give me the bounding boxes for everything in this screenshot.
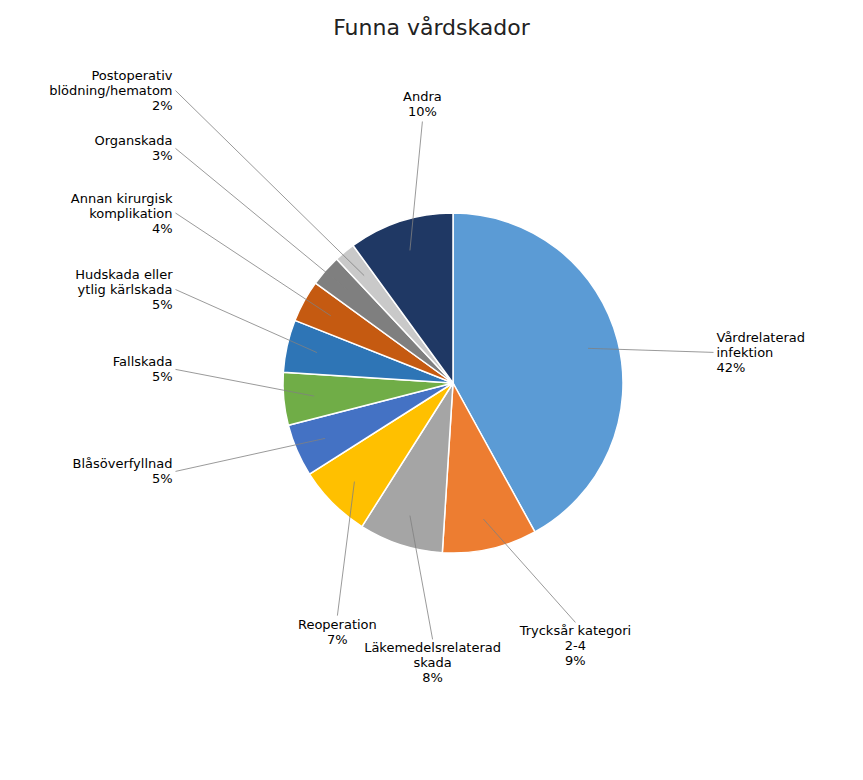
svg-text:Vårdrelateradinfektion42%: Vårdrelateradinfektion42% (717, 330, 806, 375)
svg-text:Postoperativblödning/hematom2%: Postoperativblödning/hematom2% (49, 68, 173, 113)
html-text:Funna vårdskador: Funna vårdskador (333, 15, 530, 40)
svg-text:Reoperation7%: Reoperation7% (298, 617, 377, 647)
svg-text:Fallskada5%: Fallskada5% (113, 354, 173, 384)
svg-text:Annan kirurgiskkomplikation4%: Annan kirurgiskkomplikation4% (71, 191, 173, 236)
svg-text:Trycksår kategori2-49%: Trycksår kategori2-49% (519, 623, 631, 668)
svg-text:Hudskada ellerytlig kärlskada5: Hudskada ellerytlig kärlskada5% (75, 267, 173, 312)
svg-text:Organskada3%: Organskada3% (94, 133, 172, 163)
svg-text:Andra10%: Andra10% (403, 89, 442, 119)
svg-text:Läkemedelsrelateradskada8%: Läkemedelsrelateradskada8% (364, 640, 501, 685)
svg-text:Blåsöverfyllnad5%: Blåsöverfyllnad5% (73, 456, 173, 486)
